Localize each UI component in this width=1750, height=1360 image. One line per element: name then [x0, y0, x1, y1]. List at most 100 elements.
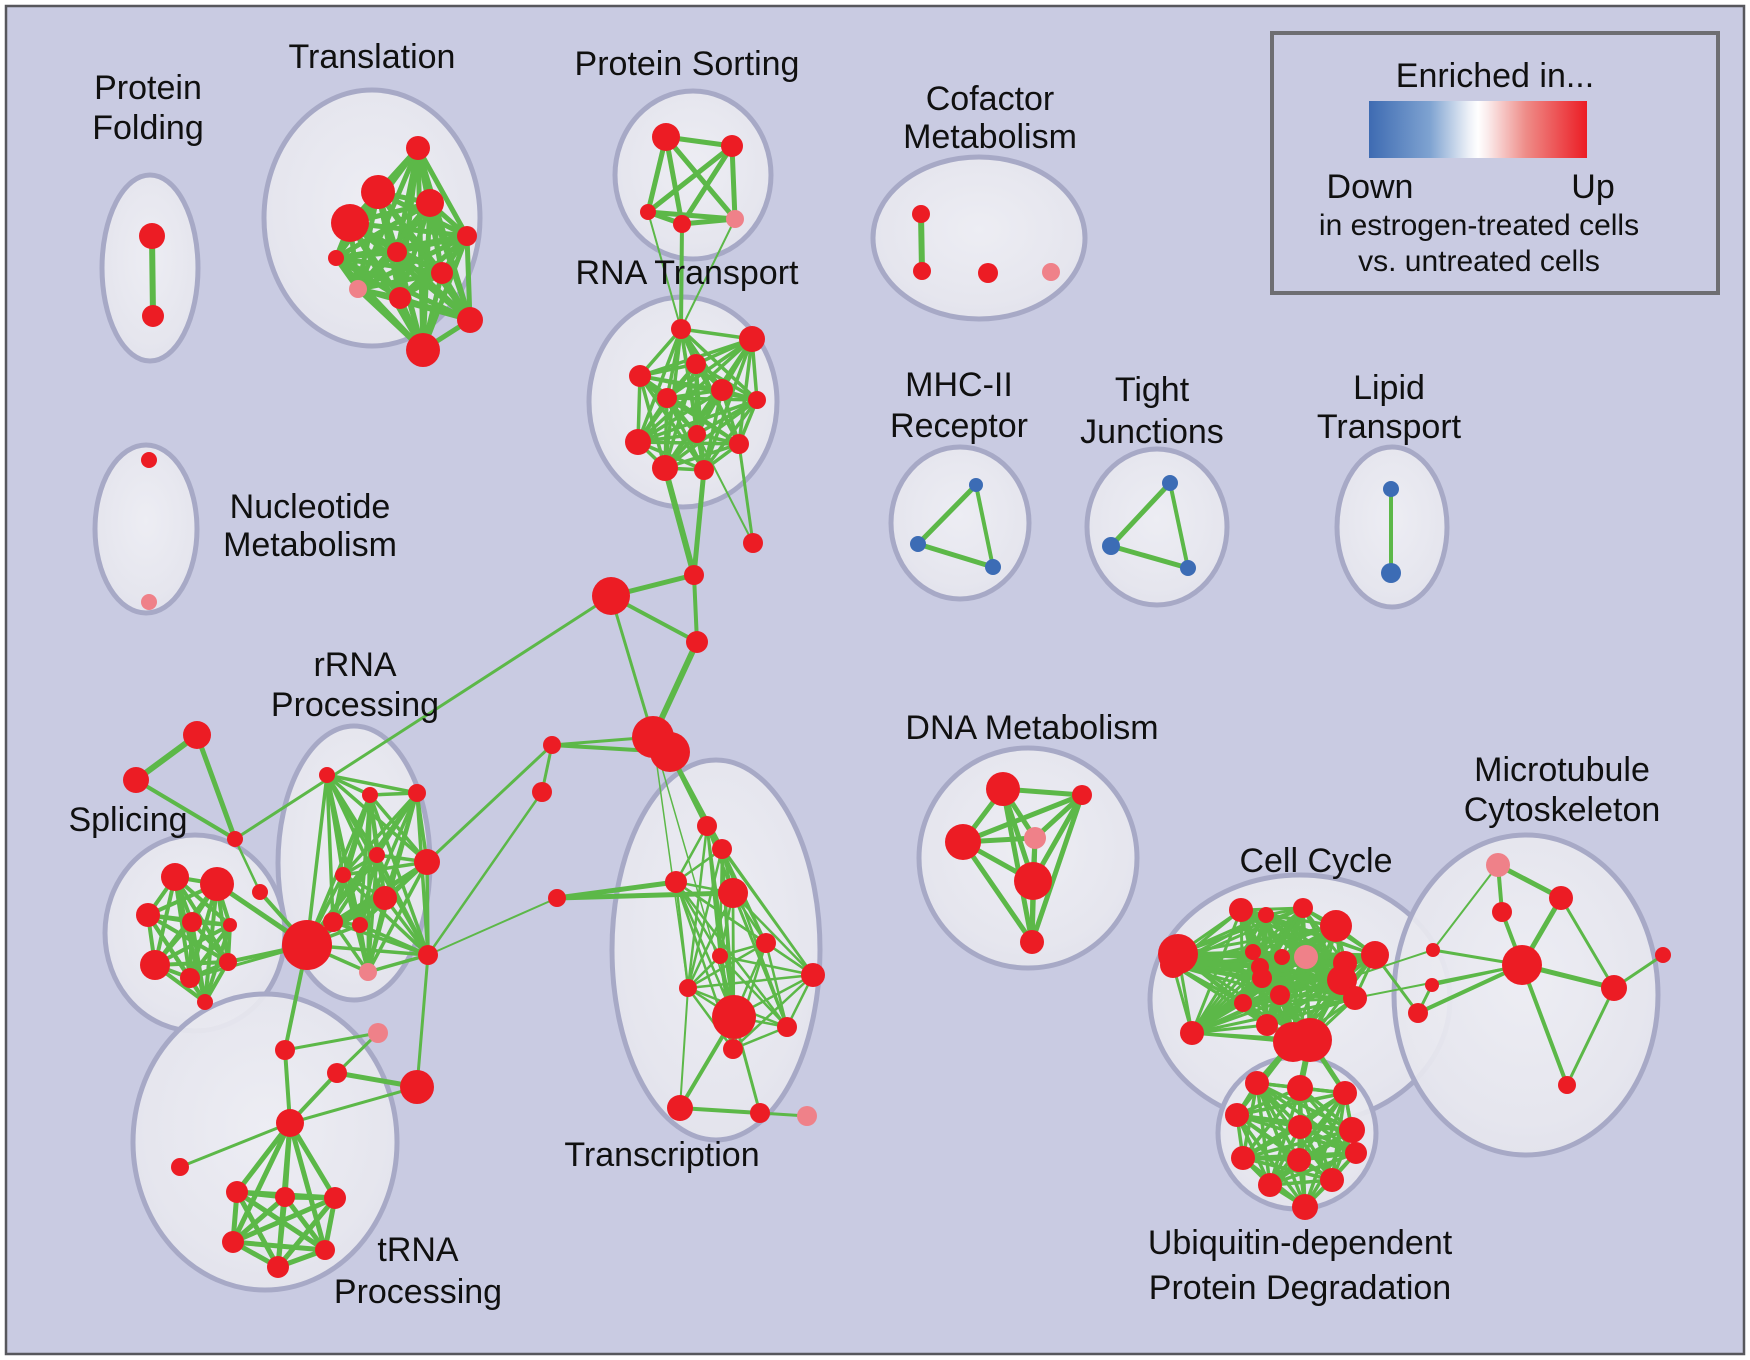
- node-r4: [629, 365, 651, 387]
- node-x1: [548, 889, 566, 907]
- node-u7: [1231, 1146, 1255, 1170]
- node-x3: [712, 839, 732, 859]
- cluster-label-protein-folding: Protein: [94, 69, 202, 107]
- node-rr3: [408, 784, 426, 802]
- edge: [665, 396, 741, 446]
- node-c16: [1270, 985, 1290, 1005]
- node-h1: [969, 478, 983, 492]
- node-f2: [913, 262, 931, 280]
- edge: [178, 1121, 292, 1169]
- edge: [366, 896, 387, 974]
- edge: [1265, 996, 1357, 1027]
- edge: [960, 792, 1085, 845]
- node-m5: [1426, 943, 1440, 957]
- node-x14: [750, 1103, 770, 1123]
- cluster-label-rna-transport: RNA Transport: [576, 254, 800, 292]
- cluster-ellipse-tight-junctions: [1084, 446, 1230, 608]
- node-r3: [686, 354, 706, 374]
- cluster-label-splicing: Splicing: [68, 801, 187, 839]
- node-rr14: [327, 1063, 347, 1083]
- cluster-label-nucleotide-metabolism: Nucleotide: [230, 488, 391, 526]
- node-rr1: [319, 767, 335, 783]
- node-x6: [712, 948, 728, 964]
- edge: [1168, 481, 1190, 570]
- edge: [636, 440, 741, 446]
- edge: [1341, 949, 1434, 981]
- node-sp4: [182, 912, 202, 932]
- node-c21: [1273, 1022, 1313, 1062]
- edge: [149, 233, 156, 319]
- cluster-label-translation: Translation: [289, 38, 456, 76]
- edge: [652, 736, 735, 1018]
- node-d2: [945, 824, 981, 860]
- edge: [287, 1120, 328, 1253]
- node-c2: [1229, 898, 1253, 922]
- node-d1: [986, 772, 1020, 806]
- node-m10: [1558, 1076, 1576, 1094]
- edge: [305, 773, 329, 947]
- node-sp7: [180, 968, 200, 988]
- node-h2: [910, 536, 926, 552]
- node-m9: [1408, 1003, 1428, 1023]
- cluster-label-nucleotide-metabolism: Metabolism: [223, 526, 397, 564]
- node-rr7: [414, 849, 440, 875]
- node-u4: [1225, 1103, 1249, 1127]
- node-u11: [1320, 1168, 1344, 1192]
- node-g3: [227, 831, 243, 847]
- edge: [134, 778, 237, 841]
- node-t5: [387, 242, 407, 262]
- edge: [230, 1120, 293, 1245]
- cluster-label-cell-cycle: Cell Cycle: [1239, 842, 1392, 880]
- node-r9: [625, 429, 651, 455]
- edge: [1241, 1128, 1354, 1160]
- legend-gradient-bar: [1369, 101, 1587, 158]
- edge: [609, 594, 655, 739]
- edge: [1108, 543, 1191, 571]
- node-rr9: [352, 917, 368, 933]
- edge: [679, 987, 689, 1109]
- node-m4: [1502, 945, 1542, 985]
- node-s5: [726, 210, 744, 228]
- edge: [662, 465, 697, 578]
- node-m3: [1492, 902, 1512, 922]
- edge: [1432, 864, 1499, 951]
- edge: [415, 953, 430, 1089]
- cluster-label-rrna-processing: rRNA: [313, 646, 396, 684]
- node-sp2: [200, 867, 234, 901]
- cluster-label-ubiquitin-degradation: Protein Degradation: [1149, 1269, 1451, 1307]
- node-rr12: [418, 945, 438, 965]
- node-d3: [1024, 827, 1046, 849]
- node-p2: [142, 305, 164, 327]
- legend-up-label: Up: [1571, 168, 1614, 206]
- edge: [674, 880, 789, 1029]
- edge: [153, 875, 177, 967]
- node-x11: [777, 1017, 797, 1037]
- node-u2: [1287, 1075, 1313, 1101]
- node-s4: [673, 215, 691, 233]
- node-c14: [1252, 968, 1272, 988]
- node-l2: [1381, 563, 1401, 583]
- edge: [686, 824, 709, 990]
- edge: [679, 222, 684, 331]
- edge: [696, 433, 754, 544]
- edge: [636, 327, 683, 444]
- node-j2: [1102, 537, 1120, 555]
- edge: [415, 145, 470, 239]
- edge: [341, 860, 429, 877]
- node-sp3: [136, 903, 160, 927]
- node-tn4: [324, 1187, 346, 1209]
- node-m7: [1601, 975, 1627, 1001]
- node-sp8: [219, 953, 237, 971]
- edge: [705, 824, 789, 1029]
- node-u9: [1345, 1142, 1367, 1164]
- edge: [420, 233, 470, 353]
- node-t6: [457, 226, 477, 246]
- node-n2: [141, 594, 157, 610]
- node-q7: [532, 782, 552, 802]
- cluster-label-lipid-transport: Transport: [1317, 408, 1462, 446]
- legend-subtitle-line1: in estrogen-treated cells: [1319, 209, 1639, 242]
- edge: [283, 1031, 380, 1052]
- cluster-ellipse-nucleotide-metabolism: [92, 442, 200, 616]
- edge: [645, 209, 738, 222]
